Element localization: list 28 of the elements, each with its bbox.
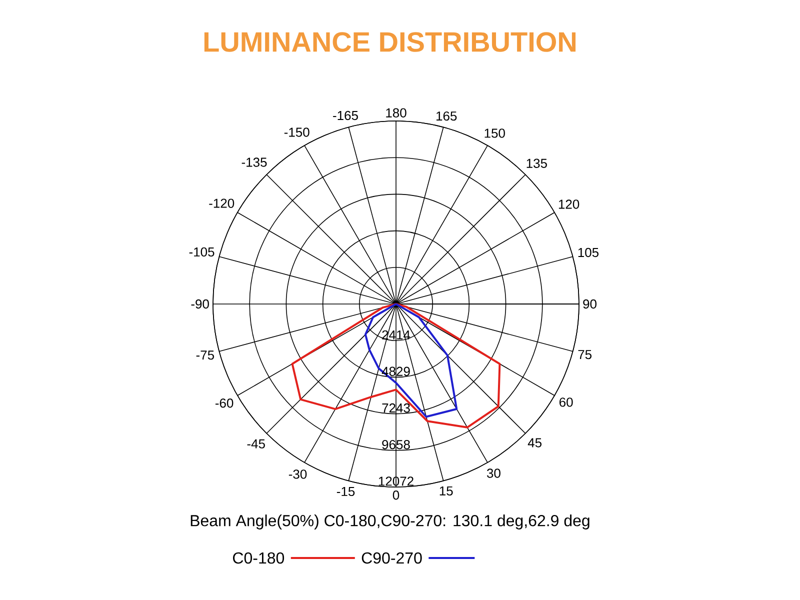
spoke-label: 0 bbox=[392, 490, 400, 500]
spoke-label: -135 bbox=[242, 158, 267, 167]
spoke-label: 45 bbox=[528, 438, 542, 448]
spoke-label: 120 bbox=[558, 200, 580, 209]
spoke-label: 60 bbox=[560, 398, 573, 407]
spoke-label: 30 bbox=[486, 468, 500, 478]
chart-title: LUMINANCE DISTRIBUTION bbox=[204, 32, 576, 52]
spoke-label: -60 bbox=[215, 398, 234, 408]
spoke-label: -105 bbox=[189, 247, 214, 257]
spoke-label: 15 bbox=[440, 486, 453, 496]
spoke-label: 135 bbox=[526, 158, 547, 168]
spoke-label: 165 bbox=[436, 111, 457, 121]
spoke-label: 75 bbox=[578, 350, 592, 360]
spoke-label: -120 bbox=[209, 198, 234, 208]
legend-label: C0-180 bbox=[233, 552, 284, 564]
spoke-label: 105 bbox=[578, 248, 599, 258]
spoke-label: -45 bbox=[247, 439, 265, 448]
spoke-label: 150 bbox=[484, 128, 505, 138]
spoke-label: -15 bbox=[336, 486, 355, 496]
spoke-label: -30 bbox=[288, 470, 307, 479]
spoke-label: -75 bbox=[196, 350, 214, 360]
legend-label: C90-270 bbox=[362, 552, 422, 564]
spoke-label: 180 bbox=[386, 108, 406, 118]
spoke-label: -90 bbox=[191, 299, 209, 309]
spoke-label: -150 bbox=[284, 128, 310, 137]
spoke-label: -165 bbox=[333, 110, 358, 120]
spoke-label: 90 bbox=[583, 299, 596, 309]
text: Beam Angle(50%) C0-180,C90-270: 130.1 deg,62.9 deg bbox=[190, 514, 590, 530]
